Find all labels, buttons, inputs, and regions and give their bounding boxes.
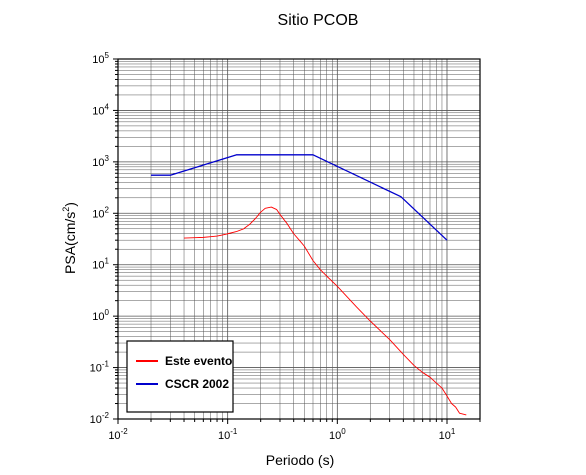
y-tick-label: 102: [92, 205, 109, 220]
x-tick-label: 10-2: [108, 427, 128, 442]
y-tick-label: 10-2: [90, 411, 110, 426]
plot-frame: [117, 58, 481, 420]
x-axis-label: Periodo (s): [266, 452, 334, 468]
axis-ticks: 10-2 10-1 100 101 10-2 10-1 100 101 102 103 104 105: [90, 51, 481, 442]
legend-box: [126, 340, 234, 413]
x-tick-label: 101: [439, 427, 456, 442]
x-tick-label: 10-1: [218, 427, 238, 442]
y-tick-label: 10-1: [90, 360, 110, 375]
series-layer: [151, 154, 467, 416]
y-tick-label: 104: [92, 102, 109, 117]
y-axis-label: PSA(cm/s2): [61, 202, 78, 274]
legend: Este evento CSCR 2002: [126, 340, 234, 413]
series-line-cscr-2002: [151, 154, 448, 241]
y-tick-label: 101: [92, 257, 109, 272]
legend-label-cscr-2002: CSCR 2002: [165, 377, 229, 391]
y-tick-label: 103: [92, 154, 109, 169]
x-tick-label: 100: [329, 427, 346, 442]
legend-label-este-evento: Este evento: [165, 354, 232, 368]
y-tick-label: 105: [92, 51, 109, 66]
y-tick-label: 100: [92, 308, 109, 323]
series-line-este-evento: [184, 206, 467, 416]
chart-title: Sitio PCOB: [278, 12, 359, 29]
